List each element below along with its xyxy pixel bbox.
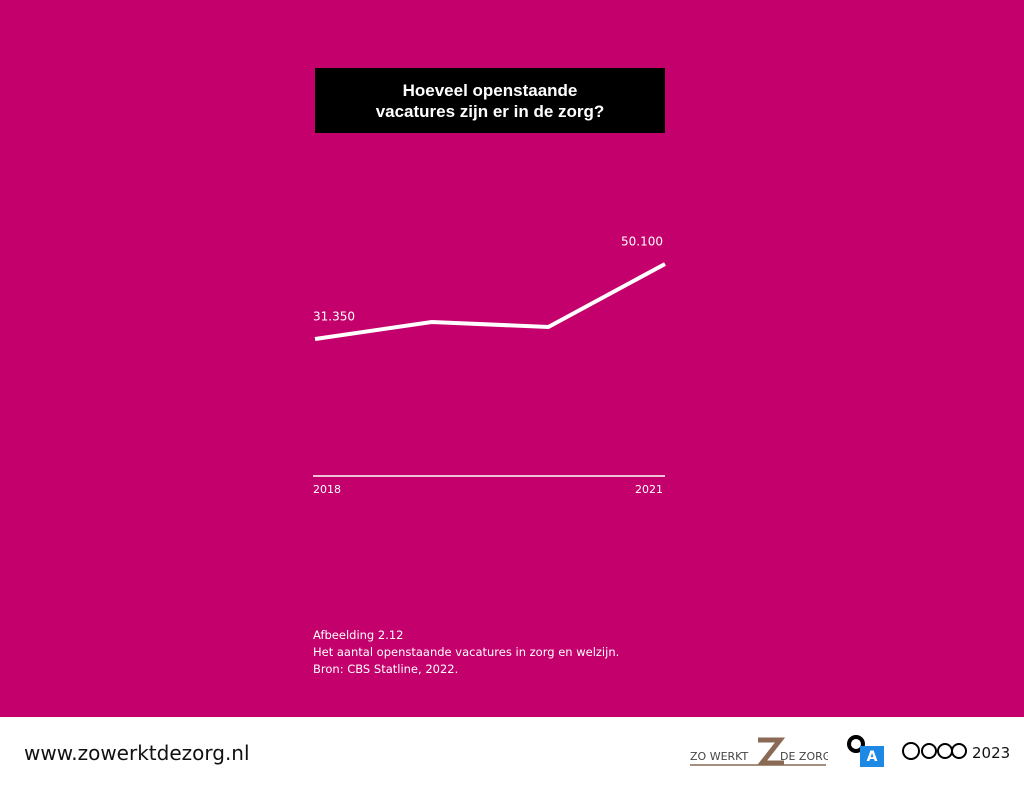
badge: A — [847, 735, 884, 767]
badge-text: A — [867, 749, 878, 765]
logo-text: DE ZORG — [780, 750, 828, 763]
footer: www.zowerktdezorg.nl ZO WERKT DE ZORG A … — [0, 717, 1024, 785]
data-line — [314, 262, 666, 341]
logo-z — [756, 737, 786, 766]
license-text: NC — [941, 761, 950, 768]
license-text: ND — [954, 761, 963, 768]
chart: 31.350 2018 50.100 2021 — [313, 235, 666, 496]
license: BY NC ND — [902, 742, 967, 768]
chart-panel: Hoeveel openstaande vacatures zijn er in… — [0, 0, 1024, 717]
x-tick-label: 2018 — [313, 483, 341, 496]
x-tick-label: 2021 — [635, 483, 663, 496]
caption-line: Afbeelding 2.12 — [313, 628, 404, 642]
value-label: 50.100 — [621, 235, 663, 249]
logo: ZO WERKT DE ZORG — [690, 737, 828, 766]
url[interactable]: www.zowerktdezorg.nl — [24, 741, 250, 765]
license-text: BY — [925, 761, 933, 768]
value-label: 31.350 — [313, 310, 355, 324]
caption-line: Het aantal openstaande vacatures in zorg… — [313, 645, 620, 659]
year: 2023 — [972, 744, 1011, 762]
caption: Afbeelding 2.12 Het aantal openstaande v… — [313, 627, 619, 678]
chart-title: Hoeveel openstaande vacatures zijn er in… — [315, 68, 665, 133]
logo-text: ZO WERKT — [690, 750, 749, 763]
badge-box — [860, 746, 884, 767]
caption-line: Bron: CBS Statline, 2022. — [313, 662, 459, 676]
badge-ring — [847, 735, 865, 753]
